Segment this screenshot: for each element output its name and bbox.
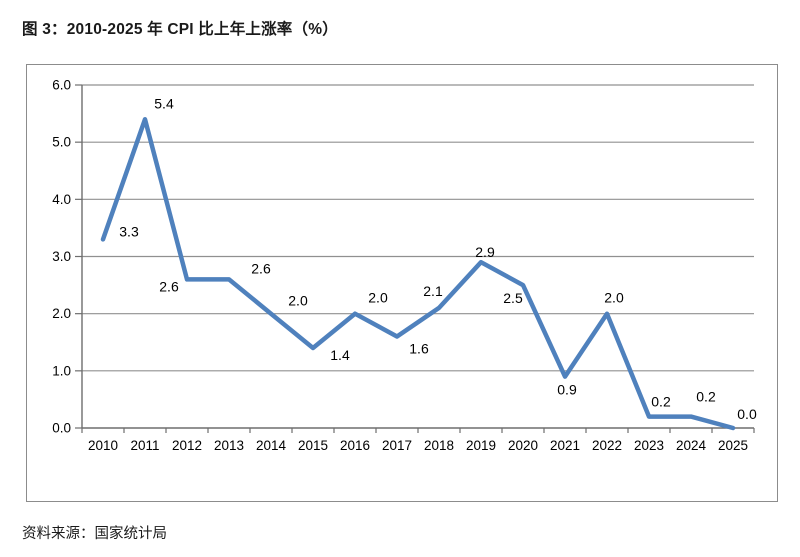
x-tick-label: 2024	[676, 438, 707, 453]
y-tick-label: 1.0	[52, 363, 71, 378]
y-tick-label: 6.0	[52, 78, 71, 93]
data-label: 0.2	[651, 394, 671, 410]
data-label: 2.5	[503, 290, 523, 306]
x-tick-label: 2022	[592, 438, 622, 453]
data-label: 1.6	[409, 341, 429, 357]
y-tick-label: 3.0	[52, 249, 71, 264]
chart-container: 0.0 1.0 2.0 3.0 4.0 5.0 6.0 2010 2011 2012 2013 201…	[26, 64, 778, 502]
series-line	[100, 117, 736, 431]
y-tick-label: 5.0	[52, 135, 71, 150]
data-label: 5.4	[154, 95, 174, 111]
x-tick-label: 2012	[172, 438, 202, 453]
data-label: 2.1	[423, 283, 443, 299]
x-tick-label: 2019	[466, 438, 496, 453]
y-tick-label: 2.0	[52, 306, 71, 321]
y-tick-label: 4.0	[52, 192, 71, 207]
data-label: 2.0	[604, 290, 624, 306]
data-label: 2.6	[251, 260, 271, 276]
data-label: 2.0	[288, 293, 308, 309]
x-tick-label: 2011	[130, 438, 159, 453]
data-label: 2.0	[368, 290, 388, 306]
x-tick-label: 2015	[298, 438, 328, 453]
data-label: 0.9	[557, 382, 577, 398]
x-tick-label: 2025	[718, 438, 748, 453]
data-label: 1.4	[330, 347, 350, 363]
x-tick-label: 2023	[634, 438, 664, 453]
x-tick-label: 2013	[214, 438, 244, 453]
x-tick-label: 2017	[382, 438, 412, 453]
data-label: 2.6	[159, 278, 179, 294]
data-label: 2.9	[475, 244, 495, 260]
y-tick-label: 0.0	[52, 421, 71, 436]
x-tick-label: 2021	[550, 438, 580, 453]
data-label: 0.2	[696, 389, 716, 405]
x-tick-label: 2016	[340, 438, 370, 453]
source-note: 资料来源：国家统计局	[22, 526, 167, 542]
x-tick-label: 2018	[424, 438, 454, 453]
x-tick-label: 2014	[256, 438, 287, 453]
x-tick-label: 2020	[508, 438, 538, 453]
cpi-line-chart: 0.0 1.0 2.0 3.0 4.0 5.0 6.0 2010 2011 2012 2013 201…	[52, 78, 757, 454]
figure-title: 图 3：2010-2025 年 CPI 比上年上涨率（%）	[22, 21, 338, 38]
x-tick-label: 2010	[88, 438, 118, 453]
data-label: 0.0	[737, 406, 757, 422]
data-label: 3.3	[119, 223, 139, 239]
